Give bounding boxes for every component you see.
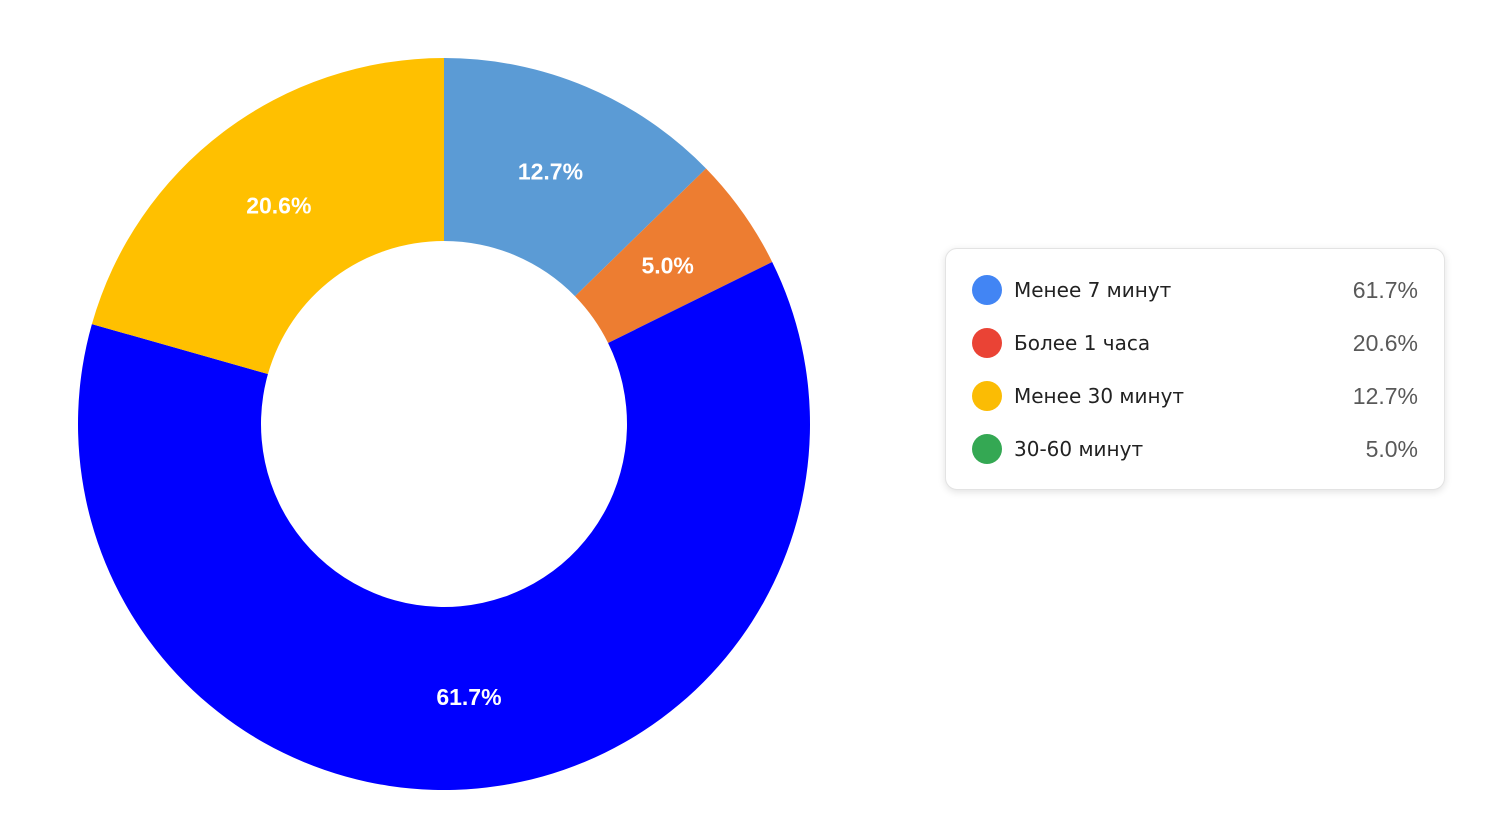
legend-value: 20.6%: [1352, 329, 1418, 356]
legend: Менее 7 минут 61.7% Более 1 часа 20.6% М…: [945, 248, 1445, 490]
legend-value: 12.7%: [1352, 382, 1418, 409]
legend-label: Менее 7 минут: [1014, 278, 1172, 302]
legend-value: 5.0%: [1365, 435, 1418, 462]
legend-color-dot: [972, 381, 1002, 411]
legend-label: 30-60 минут: [1014, 437, 1144, 461]
legend-color-dot: [972, 275, 1002, 305]
donut-slice-2: [77, 261, 810, 790]
legend-value: 61.7%: [1352, 276, 1418, 303]
slice-data-label: 12.7%: [518, 159, 583, 185]
donut-slices: [77, 58, 810, 790]
legend-item-less-7-min: Менее 7 минут 61.7%: [972, 272, 1418, 308]
legend-item-more-1-hour: Более 1 часа 20.6%: [972, 325, 1418, 361]
legend-color-dot: [972, 328, 1002, 358]
legend-item-30-60-min: 30-60 минут 5.0%: [972, 431, 1418, 467]
legend-color-dot: [972, 434, 1002, 464]
legend-label: Более 1 часа: [1014, 331, 1151, 355]
donut-slice-3: [91, 58, 444, 375]
donut-slice-1: [575, 168, 773, 343]
slice-data-label: 61.7%: [436, 684, 501, 710]
donut-slice-0: [444, 58, 707, 297]
legend-label: Менее 30 минут: [1014, 384, 1185, 408]
slice-data-label: 5.0%: [641, 253, 693, 279]
slice-data-label: 20.6%: [246, 192, 311, 218]
legend-item-less-30-min: Менее 30 минут 12.7%: [972, 378, 1418, 414]
donut-chart: 12.7% 5.0% 61.7% 20.6%: [77, 58, 810, 790]
donut-slice-labels: 12.7% 5.0% 61.7% 20.6%: [246, 159, 694, 710]
